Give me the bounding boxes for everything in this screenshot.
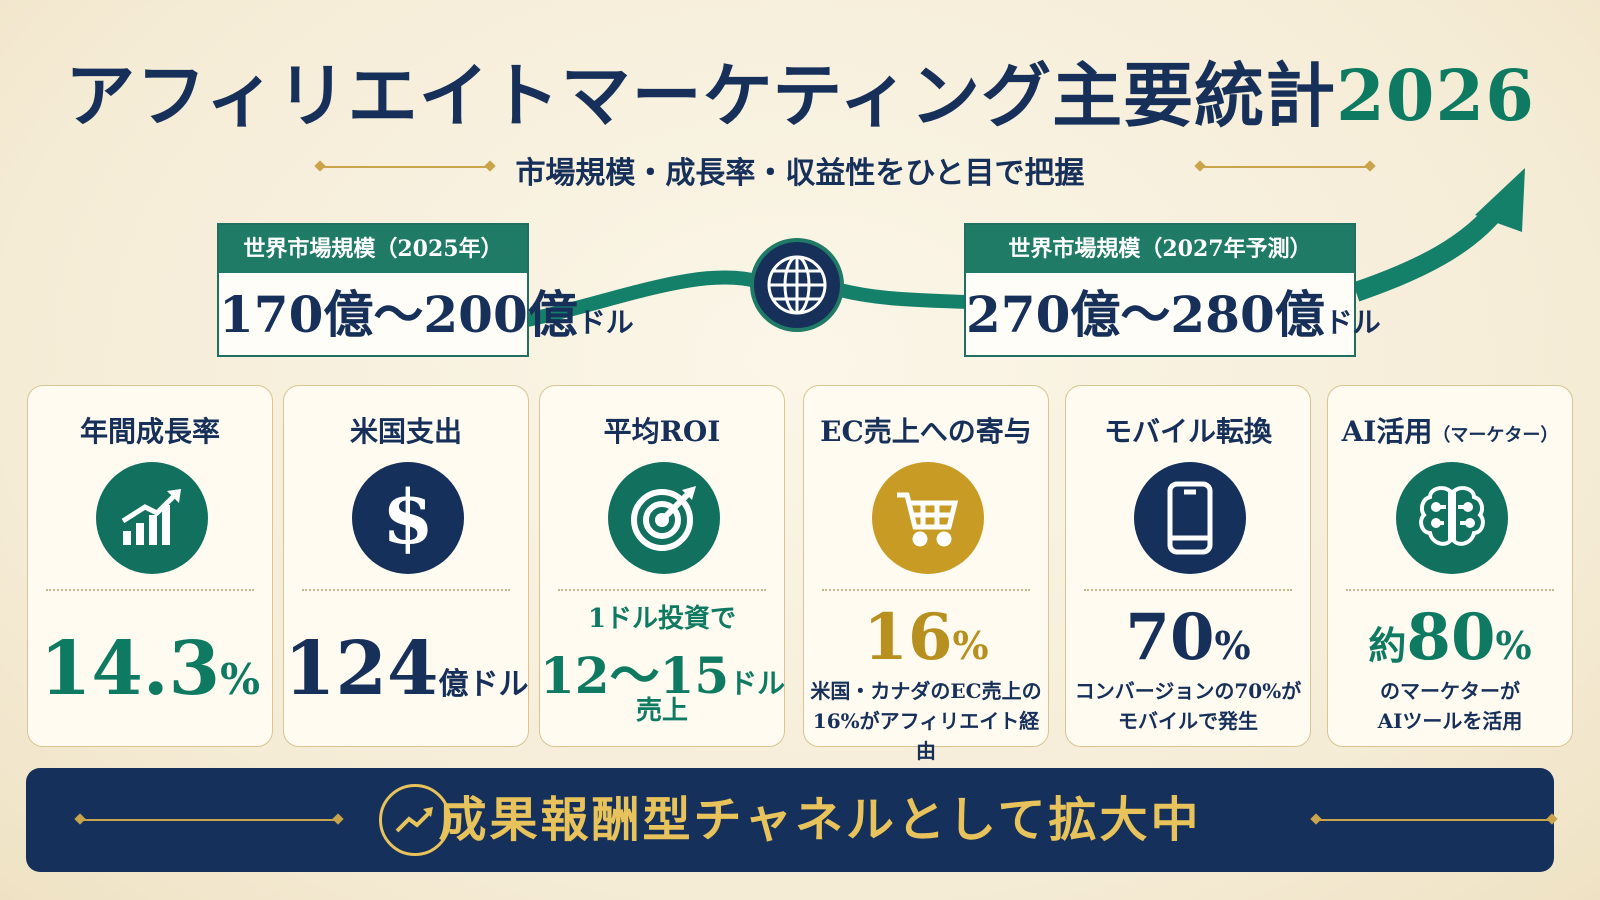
value-number: 16 [863,600,953,675]
card-value: 12〜15ドル [540,636,786,708]
market-2025-unit: ドル [577,306,634,339]
value-unit: ドル [729,667,786,700]
stat-card-ai-usage: AI活用（マーケター） 約80% のマーケターが AIツールを活用 [1327,385,1573,747]
card-value: 124億ドル [284,626,528,712]
card-title: 年間成長率 [79,415,220,448]
roi-suffix: 売上 [635,696,688,726]
title-text: アフィリエイトマーケティング主要統計 [65,54,1337,137]
subtitle-row: 市場規模・成長率・収益性をひと目で把握 [0,148,1600,191]
card-desc-line2: 16%がアフィリエイト経由 [812,709,1040,763]
roi-prefix: 1ドル投資で [587,604,737,634]
card-separator [46,589,254,591]
subtitle: 市場規模・成長率・収益性をひと目で把握 [515,156,1085,191]
banner-ornament-right [1316,819,1552,821]
market-2027-unit: ドル [1324,306,1381,339]
card-title-main: AI活用 [1341,415,1433,448]
market-size-2027-label: 世界市場規模（2027年予測） [966,225,1354,273]
card-desc-line1: コンバージョンの70%が [1074,679,1302,703]
bottom-banner: 成果報酬型チャネルとして拡大中 [26,768,1554,872]
banner-ornament-left [80,819,338,821]
card-desc-line2: AIツールを活用 [1377,709,1523,733]
card-value: 14.3% [28,626,272,712]
shopping-cart-icon [872,462,984,574]
stat-card-ec-contribution: EC売上への寄与 16% 米国・カナダのEC売上の 16%がアフィリエイト経由 [803,385,1049,763]
market-size-2025-value: 170億〜200億ドル [219,273,634,365]
smartphone-icon [1134,462,1246,574]
growth-chart-icon [96,462,208,574]
value-prefix: 約 [1368,623,1407,668]
title-year: 2026 [1336,54,1535,137]
market-size-2025-label: 世界市場規模（2025年） [219,225,527,273]
brain-circuit-icon [1396,462,1508,574]
market-size-2025: 世界市場規模（2025年） 170億〜200億ドル [217,223,634,357]
stat-card-avg-roi: 平均ROI 1ドル投資で 12〜15ドル 売上 [539,385,785,747]
card-title: EC売上への寄与 [820,415,1032,448]
value-number: 124 [284,626,439,712]
card-title: AI活用（マーケター） [1328,410,1572,450]
card-desc-line1: のマーケターが [1380,679,1520,703]
card-value: 16% [804,600,1048,675]
target-icon [608,462,720,574]
value-number: 12〜15 [540,646,730,705]
stat-card-growth-rate: 年間成長率 14.3% [27,385,273,747]
market-2027-number: 270億〜280億 [966,285,1325,344]
value-unit: % [220,655,261,704]
value-unit: 億ドル [438,667,529,702]
value-unit: % [1495,623,1532,668]
stat-card-mobile-conversion: モバイル転換 70% コンバージョンの70%が モバイルで発生 [1065,385,1311,747]
globe-icon [750,238,844,332]
stat-card-us-spend: 米国支出 $ 124億ドル [283,385,529,747]
card-value: 70% [1066,600,1310,675]
market-2025-number: 170億〜200億 [219,285,578,344]
page-title: アフィリエイトマーケティング主要統計2026 [0,40,1600,141]
card-desc-line2: モバイルで発生 [1118,709,1258,733]
value-unit: % [1214,623,1251,668]
card-value: 約80% [1328,600,1572,675]
value-unit: % [952,623,989,668]
card-separator [822,589,1030,591]
value-number: 80 [1406,600,1496,675]
card-title: モバイル転換 [1103,415,1272,448]
card-title: 米国支出 [349,415,462,448]
market-size-2027-forecast: 世界市場規模（2027年予測） 270億〜280億ドル [964,223,1381,357]
banner-text: 成果報酬型チャネルとして拡大中 [438,792,1202,848]
market-size-2027-value: 270億〜280億ドル [966,273,1381,365]
subtitle-ornament-left [320,166,490,168]
card-desc-line1: 米国・カナダのEC売上の [810,679,1042,703]
card-separator [558,589,766,591]
value-number: 14.3 [39,626,221,712]
card-separator [1084,589,1292,591]
card-separator [302,589,510,591]
growth-arrow-head [1475,168,1525,232]
subtitle-ornament-right [1200,166,1370,168]
value-number: 70 [1125,600,1215,675]
card-separator [1346,589,1554,591]
card-title-sub: （マーケター） [1432,425,1559,446]
card-title: 平均ROI [603,415,721,448]
trend-up-icon [379,784,451,856]
dollar-icon: $ [352,462,464,574]
